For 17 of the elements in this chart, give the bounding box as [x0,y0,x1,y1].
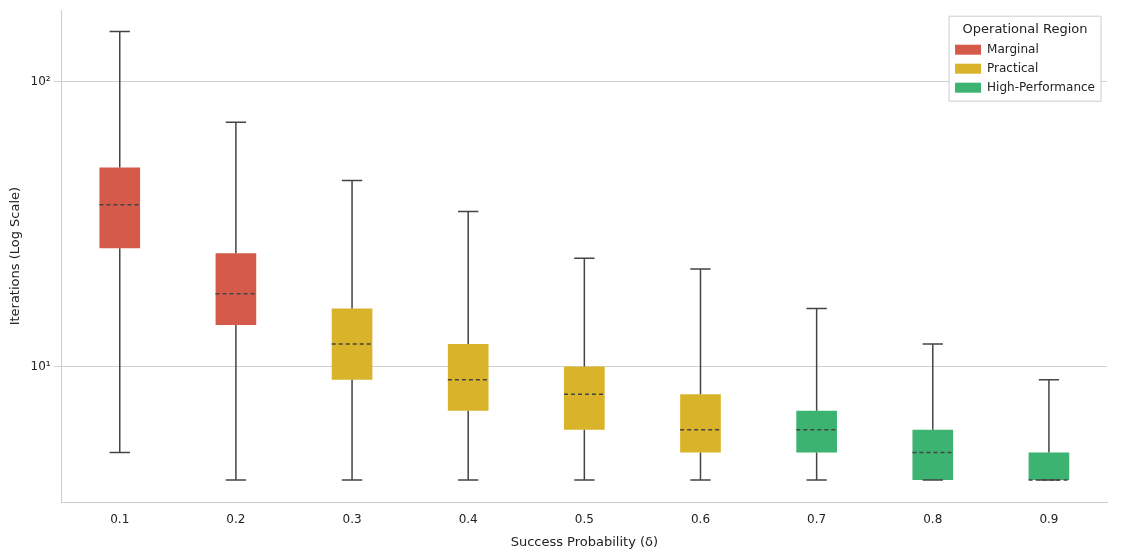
y-axis-title: Iterations (Log Scale) [7,186,23,326]
x-tick-label: 0.5 [574,512,594,527]
x-tick-label: 0.1 [110,512,130,527]
legend-title: Operational Region [962,20,1088,36]
x-axis-title: Success Probability (δ) [510,533,659,549]
y-tick-label: 10¹ [30,358,51,373]
legend-label: High-Performance [987,79,1095,94]
legend-label: Practical [987,60,1039,75]
x-tick-label: 0.2 [226,512,246,527]
x-tick-label: 0.3 [342,512,362,527]
legend-label: Marginal [987,41,1039,56]
x-tick-label: 0.4 [458,512,478,527]
x-tick-label: 0.9 [1039,512,1059,527]
x-tick-label: 0.7 [807,512,827,527]
x-tick-label: 0.8 [923,512,943,527]
y-tick-label: 10² [30,73,51,88]
x-tick-label: 0.6 [690,512,711,527]
